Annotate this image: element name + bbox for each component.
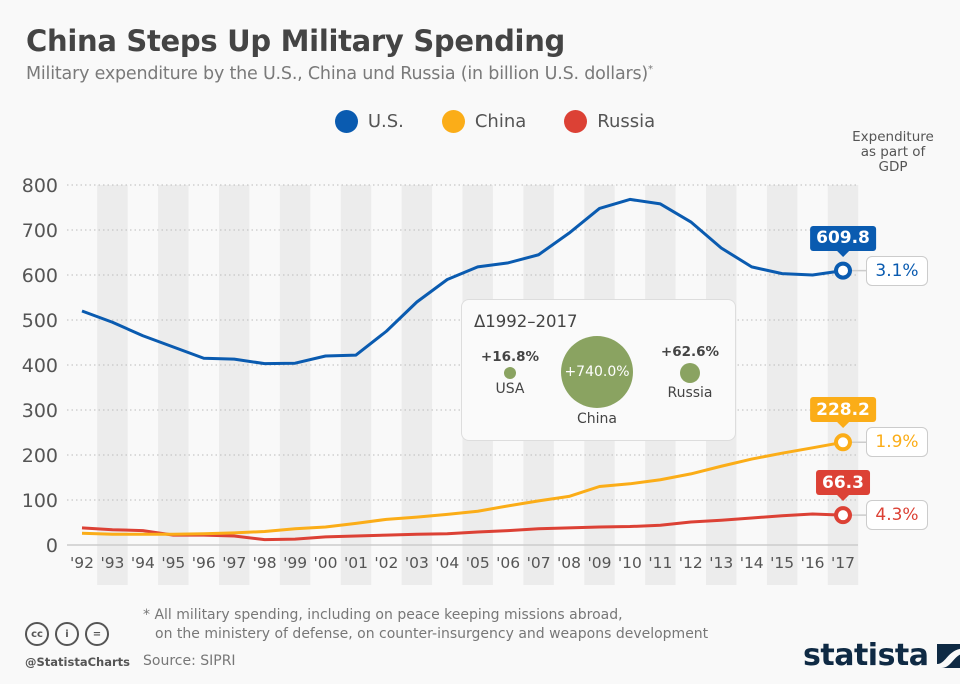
source-text: Source: SIPRI (143, 653, 236, 669)
y-tick-label: 300 (22, 400, 58, 422)
bubble-label-china: China (577, 411, 617, 427)
x-tick-label: '96 (192, 554, 216, 572)
x-tick-label: '16 (801, 554, 825, 572)
y-tick-label: 700 (22, 220, 58, 242)
statista-logo-icon (936, 643, 960, 668)
x-tick-label: '05 (466, 554, 490, 572)
column-stripe (279, 185, 311, 585)
x-tick-label: '03 (405, 554, 429, 572)
x-tick-label: '00 (314, 554, 338, 572)
x-tick-label: '94 (131, 554, 155, 572)
subtitle-text: Military expenditure by the U.S., China … (26, 64, 649, 84)
gdp-header-line: as part of (860, 144, 926, 160)
legend-label-us: U.S. (367, 111, 404, 132)
bubble-russia (680, 363, 700, 383)
x-tick-label: '11 (648, 554, 672, 572)
bubble-change-china: +740.0% (564, 364, 630, 380)
x-tick-label: '13 (709, 554, 733, 572)
license-icons[interactable]: cc i = (25, 622, 109, 646)
endpoint-marker-us (834, 261, 852, 280)
legend: U.S. China Russia (0, 110, 960, 133)
end-value-label-china: 228.2 (810, 397, 876, 429)
x-tick-label: '92 (70, 554, 94, 572)
legend-dot-russia-icon (564, 110, 588, 133)
x-tick-label: '09 (587, 554, 611, 572)
twitter-handle[interactable]: @StatistaCharts (25, 655, 130, 669)
gdp-header-line: Expenditure (852, 129, 934, 145)
bubble-label-russia: Russia (667, 385, 713, 401)
y-tick-label: 200 (22, 445, 58, 467)
attribution-icon: i (55, 622, 79, 646)
legend-label-russia: Russia (597, 111, 656, 132)
x-tick-label: '08 (557, 554, 581, 572)
x-tick-label: '99 (283, 554, 307, 572)
cc-icon: cc (25, 622, 49, 646)
x-tick-label: '04 (435, 554, 459, 572)
footnote-line: on the ministery of defense, on counter-… (155, 626, 709, 642)
y-tick-label: 0 (46, 535, 58, 557)
endpoint-marker-russia (834, 506, 852, 525)
legend-dot-china-icon (441, 110, 465, 133)
footnote-mark: * (648, 64, 653, 76)
x-tick-label: '12 (679, 554, 703, 572)
legend-label-china: China (474, 111, 527, 132)
x-tick-label: '01 (344, 554, 368, 572)
change-annotation-box: Δ1992–2017 +16.8% USA +740.0% China +62.… (461, 299, 736, 441)
bubble-label-usa: USA (495, 381, 525, 397)
end-value-label-us: 609.8 (810, 225, 876, 257)
legend-dot-us-icon (334, 110, 358, 133)
statista-logo[interactable]: statista (803, 638, 960, 673)
gdp-column-header: Expenditure as part of GDP (838, 130, 948, 175)
column-stripe (158, 185, 189, 585)
x-tick-label: '97 (222, 554, 246, 572)
x-tick-label: '95 (161, 554, 185, 572)
no-derivatives-icon: = (85, 622, 109, 646)
column-stripe (340, 185, 372, 585)
x-tick-label: '02 (374, 554, 398, 572)
bubble-usa (504, 367, 516, 379)
legend-item-russia: Russia (564, 110, 655, 133)
series-line-china (81, 440, 844, 536)
bubble-change-russia: +62.6% (660, 344, 720, 360)
gdp-share-china: 1.9% (866, 427, 928, 458)
y-tick-label: 600 (22, 265, 58, 287)
legend-item-china: China (441, 110, 527, 133)
logo-text: statista (803, 638, 929, 673)
footnote: * All military spending, including on pe… (143, 606, 708, 644)
x-tick-label: '98 (253, 554, 277, 572)
y-tick-label: 100 (22, 490, 58, 512)
x-tick-label: '93 (100, 554, 124, 572)
x-tick-label: '06 (496, 554, 520, 572)
y-tick-label: 500 (22, 310, 58, 332)
x-tick-label: '14 (740, 554, 764, 572)
chart-title: China Steps Up Military Spending (26, 24, 565, 58)
column-stripe (97, 185, 128, 585)
gdp-share-us: 3.1% (866, 255, 928, 286)
y-tick-label: 400 (22, 355, 58, 377)
x-tick-label: '17 (831, 554, 855, 572)
column-stripe (766, 185, 798, 585)
endpoint-marker-china (834, 433, 852, 452)
series-line-us (81, 197, 844, 366)
x-tick-label: '07 (527, 554, 551, 572)
x-tick-label: '15 (770, 554, 794, 572)
chart-subtitle: Military expenditure by the U.S., China … (26, 64, 653, 84)
footnote-line: * All military spending, including on pe… (143, 607, 623, 623)
bubble-change-usa: +16.8% (480, 349, 540, 365)
gdp-share-russia: 4.3% (866, 500, 928, 531)
legend-item-us: U.S. (334, 110, 404, 133)
bubble-china: +740.0% (561, 336, 633, 408)
end-value-label-russia: 66.3 (816, 470, 870, 502)
y-tick-label: 800 (22, 175, 58, 197)
gdp-header-line: GDP (878, 159, 908, 175)
column-stripe (401, 185, 433, 585)
annotation-title: Δ1992–2017 (474, 312, 578, 331)
column-stripe (218, 185, 250, 585)
series-line-russia (81, 512, 844, 542)
x-tick-label: '10 (618, 554, 642, 572)
